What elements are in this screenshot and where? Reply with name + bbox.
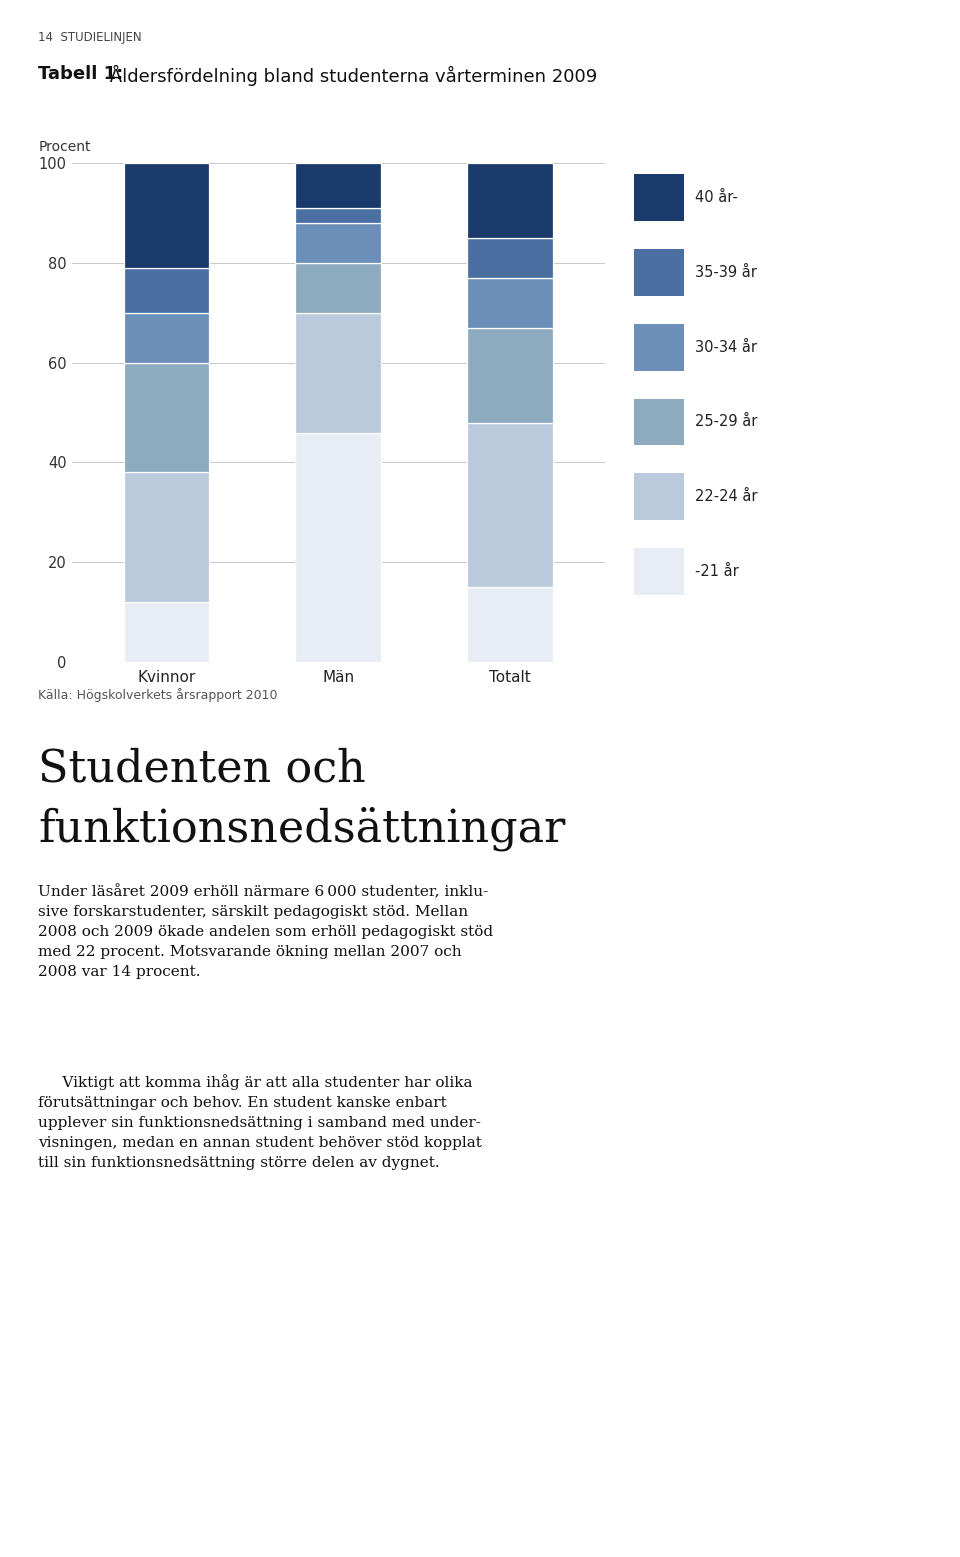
Text: 22-24 år: 22-24 år: [695, 489, 757, 504]
Text: 14  STUDIELINJEN: 14 STUDIELINJEN: [38, 31, 142, 44]
Text: 25-29 år: 25-29 år: [695, 414, 757, 430]
Bar: [296, 163, 381, 209]
Bar: [296, 263, 381, 313]
Text: 30-34 år: 30-34 år: [695, 339, 757, 355]
Bar: [124, 163, 209, 268]
Text: Studenten och: Studenten och: [38, 747, 366, 791]
Bar: [296, 223, 381, 263]
Text: funktionsnedsättningar: funktionsnedsättningar: [38, 807, 565, 852]
Bar: [468, 279, 553, 329]
Text: Viktigt att komma ihåg är att alla studenter har olika
förutsättningar och behov: Viktigt att komma ihåg är att alla stude…: [38, 1074, 482, 1171]
Bar: [124, 268, 209, 313]
Bar: [296, 313, 381, 433]
Text: Tabell 1:: Tabell 1:: [38, 65, 124, 84]
Text: Åldersfördelning bland studenterna vårterminen 2009: Åldersfördelning bland studenterna vårte…: [104, 65, 597, 87]
Text: -21 år: -21 år: [695, 564, 739, 579]
Bar: [468, 329, 553, 422]
Bar: [124, 313, 209, 363]
Text: Procent: Procent: [38, 140, 91, 154]
Bar: [296, 209, 381, 223]
Bar: [468, 163, 553, 238]
Text: Under läsåret 2009 erhöll närmare 6 000 studenter, inklu-
sive forskarstudenter,: Under läsåret 2009 erhöll närmare 6 000 …: [38, 884, 493, 979]
Text: Källa: Högskolverkets årsrapport 2010: Källa: Högskolverkets årsrapport 2010: [38, 688, 277, 702]
Text: 40 år-: 40 år-: [695, 190, 738, 206]
Bar: [124, 472, 209, 603]
Bar: [124, 603, 209, 662]
Bar: [468, 238, 553, 279]
Bar: [468, 422, 553, 587]
Text: 35-39 år: 35-39 år: [695, 265, 756, 280]
Bar: [296, 433, 381, 662]
Bar: [468, 587, 553, 662]
Bar: [124, 363, 209, 472]
